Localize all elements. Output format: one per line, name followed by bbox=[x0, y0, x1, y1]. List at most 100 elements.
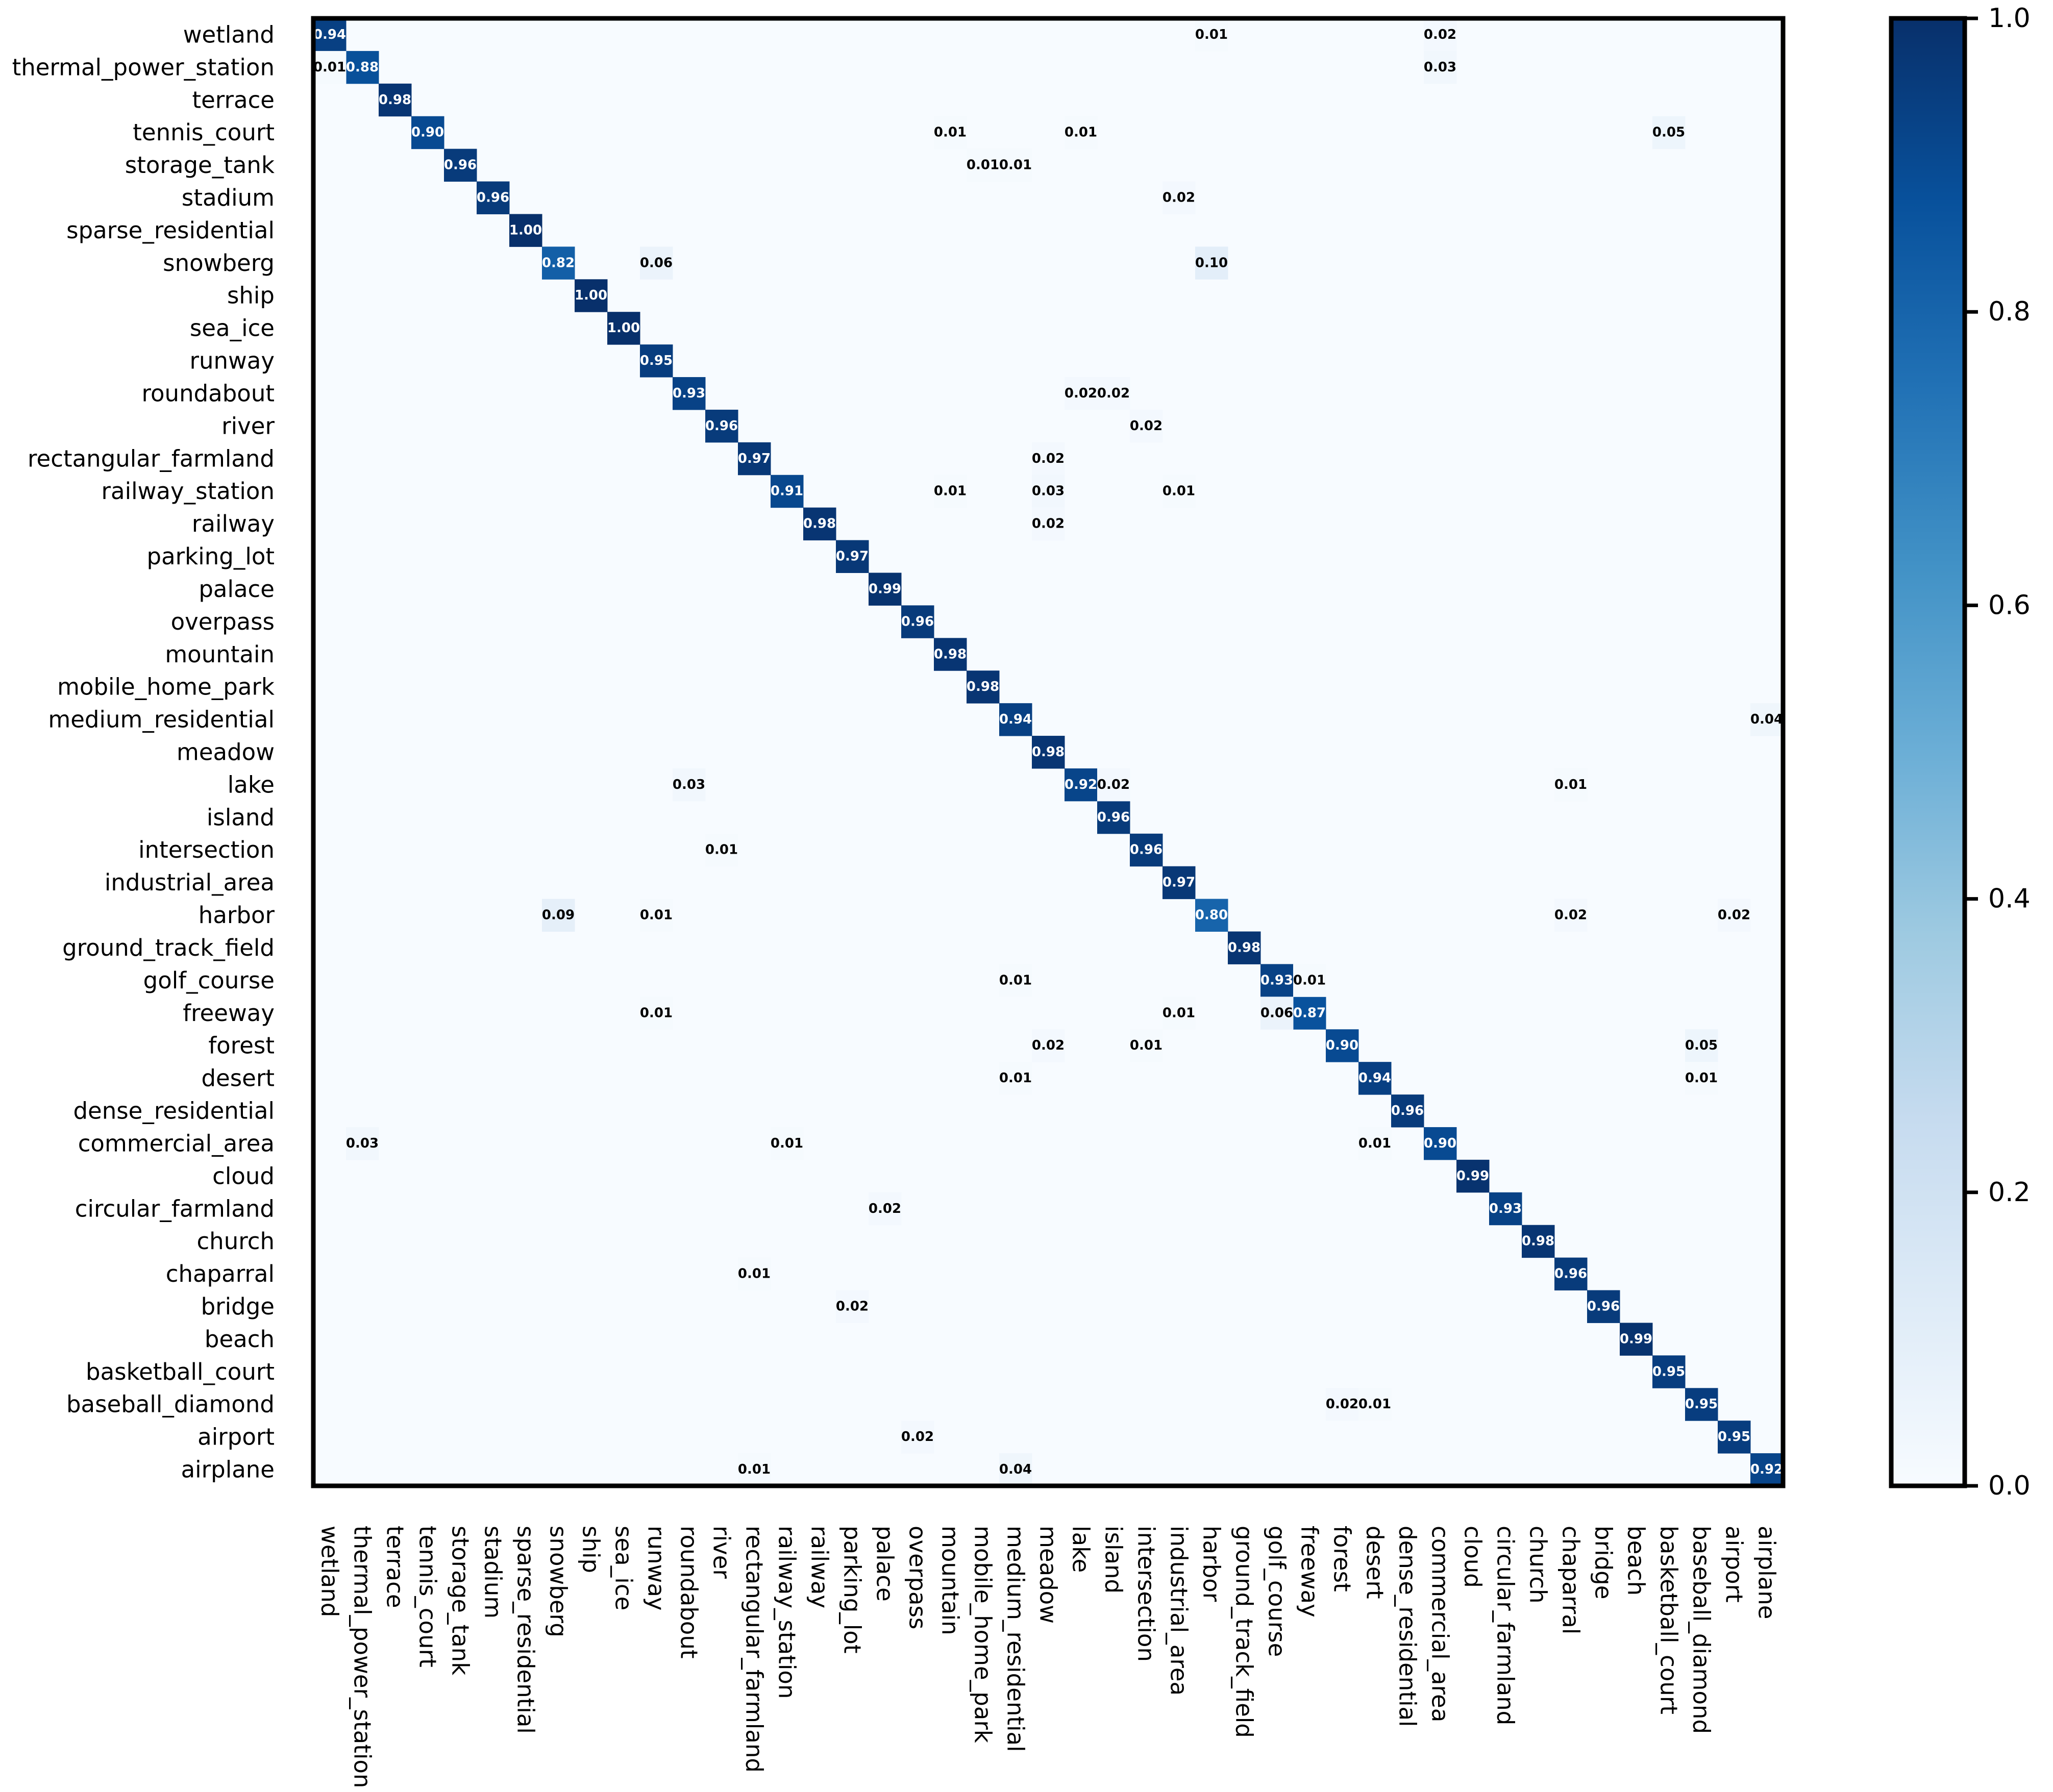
off-diagonal-cell-23-24 bbox=[1097, 768, 1130, 802]
off-diagonal-cell-0-27 bbox=[1195, 18, 1228, 52]
row-label-terrace: terrace bbox=[192, 86, 275, 113]
diagonal-cell-36-36 bbox=[1489, 1192, 1522, 1226]
diagonal-cell-23-23 bbox=[1065, 768, 1098, 802]
diagonal-value-label-16-16: 0.97 bbox=[836, 549, 869, 564]
col-label-industrial_area: industrial_area bbox=[1166, 1526, 1193, 1696]
diagonal-cell-28-28 bbox=[1228, 931, 1261, 964]
diagonal-cell-40-40 bbox=[1620, 1323, 1653, 1356]
off-diagonal-cell-1-34 bbox=[1424, 51, 1457, 84]
off-diagonal-cell-3-41 bbox=[1652, 116, 1686, 150]
diagonal-cell-38-38 bbox=[1554, 1257, 1588, 1291]
diagonal-value-label-35-35: 0.99 bbox=[1456, 1168, 1489, 1184]
off-diagonal-cell-44-13 bbox=[738, 1453, 771, 1486]
diagonal-value-label-12-12: 0.96 bbox=[705, 418, 738, 434]
off-diagonal-value-label-0-27: 0.01 bbox=[1195, 27, 1228, 42]
col-label-airport: airport bbox=[1721, 1526, 1748, 1603]
col-label-beach: beach bbox=[1623, 1526, 1650, 1596]
col-label-meadow: meadow bbox=[1035, 1526, 1062, 1624]
diagonal-value-label-8-8: 1.00 bbox=[575, 288, 607, 303]
row-label-storage_tank: storage_tank bbox=[125, 152, 275, 179]
off-diagonal-value-label-44-13: 0.01 bbox=[738, 1462, 771, 1477]
col-label-sparse_residential: sparse_residential bbox=[512, 1526, 539, 1734]
row-label-sea_ice: sea_ice bbox=[190, 315, 275, 342]
col-label-mountain: mountain bbox=[937, 1526, 964, 1635]
row-label-airport: airport bbox=[197, 1424, 275, 1451]
row-label-medium_residential: medium_residential bbox=[48, 706, 275, 733]
diagonal-cell-33-33 bbox=[1391, 1094, 1424, 1128]
diagonal-value-label-20-20: 0.98 bbox=[967, 679, 999, 694]
off-diagonal-cell-39-16 bbox=[836, 1290, 869, 1323]
diagonal-value-label-28-28: 0.98 bbox=[1228, 940, 1260, 955]
col-label-railway: railway bbox=[806, 1526, 833, 1608]
diagonal-cell-39-39 bbox=[1587, 1290, 1620, 1323]
off-diagonal-value-label-7-27: 0.10 bbox=[1195, 255, 1228, 270]
col-label-circular_farmland: circular_farmland bbox=[1492, 1526, 1519, 1725]
diagonal-value-label-34-34: 0.90 bbox=[1424, 1136, 1456, 1151]
off-diagonal-value-label-29-21: 0.01 bbox=[999, 973, 1032, 988]
row-label-bridge: bridge bbox=[201, 1293, 275, 1320]
off-diagonal-value-label-14-26: 0.01 bbox=[1162, 484, 1195, 499]
diagonal-value-label-44-44: 0.92 bbox=[1750, 1462, 1783, 1477]
diagonal-cell-31-31 bbox=[1326, 1029, 1359, 1062]
col-label-mobile_home_park: mobile_home_park bbox=[970, 1526, 997, 1743]
off-diagonal-value-label-23-24: 0.02 bbox=[1097, 777, 1130, 792]
off-diagonal-cell-0-34 bbox=[1424, 18, 1457, 52]
row-label-roundabout: roundabout bbox=[142, 380, 275, 407]
diagonal-cell-34-34 bbox=[1424, 1127, 1457, 1160]
row-label-meadow: meadow bbox=[177, 739, 275, 766]
diagonal-value-label-33-33: 0.96 bbox=[1391, 1103, 1424, 1118]
off-diagonal-cell-3-19 bbox=[934, 116, 967, 150]
col-label-river: river bbox=[708, 1526, 735, 1579]
diagonal-cell-32-32 bbox=[1358, 1062, 1392, 1095]
heatmap-cells bbox=[313, 18, 1784, 1486]
off-diagonal-value-label-11-23: 0.02 bbox=[1065, 386, 1097, 401]
diagonal-value-label-3-3: 0.90 bbox=[411, 125, 444, 140]
off-diagonal-value-label-7-10: 0.06 bbox=[640, 255, 673, 270]
off-diagonal-value-label-21-44: 0.04 bbox=[1750, 712, 1783, 727]
row-label-dense_residential: dense_residential bbox=[73, 1098, 275, 1125]
col-label-freeway: freeway bbox=[1296, 1526, 1323, 1617]
off-diagonal-cell-31-25 bbox=[1130, 1029, 1163, 1062]
off-diagonal-cell-23-11 bbox=[673, 768, 706, 802]
off-diagonal-cell-7-27 bbox=[1195, 246, 1228, 280]
off-diagonal-value-label-34-32: 0.01 bbox=[1358, 1136, 1391, 1151]
off-diagonal-value-label-34-1: 0.03 bbox=[346, 1136, 379, 1151]
diagonal-value-label-25-25: 0.96 bbox=[1130, 842, 1162, 858]
off-diagonal-cell-44-21 bbox=[999, 1453, 1032, 1486]
row-label-baseball_diamond: baseball_diamond bbox=[66, 1391, 275, 1418]
off-diagonal-value-label-25-12: 0.01 bbox=[705, 842, 738, 858]
diagonal-value-label-37-37: 0.98 bbox=[1522, 1234, 1554, 1249]
off-diagonal-value-label-29-30: 0.01 bbox=[1293, 973, 1326, 988]
row-label-commercial_area: commercial_area bbox=[78, 1130, 275, 1157]
diagonal-value-label-10-10: 0.95 bbox=[640, 353, 673, 368]
off-diagonal-value-label-3-23: 0.01 bbox=[1065, 125, 1097, 140]
diagonal-cell-13-13 bbox=[738, 442, 771, 476]
off-diagonal-cell-31-42 bbox=[1685, 1029, 1718, 1062]
off-diagonal-value-label-1-34: 0.03 bbox=[1424, 60, 1456, 75]
off-diagonal-value-label-15-22: 0.02 bbox=[1032, 516, 1065, 532]
diagonal-cell-17-17 bbox=[869, 573, 902, 606]
diagonal-cell-2-2 bbox=[379, 83, 412, 117]
diagonal-cell-26-26 bbox=[1162, 866, 1196, 900]
x-axis-tick-labels: wetland thermal_power_station terrace tenni… bbox=[316, 1526, 1780, 1788]
off-diagonal-value-label-13-22: 0.02 bbox=[1032, 451, 1065, 466]
diagonal-value-label-11-11: 0.93 bbox=[673, 386, 705, 401]
off-diagonal-cell-11-23 bbox=[1065, 377, 1098, 410]
row-label-railway_station: railway_station bbox=[102, 478, 275, 505]
off-diagonal-cell-21-44 bbox=[1750, 703, 1784, 736]
off-diagonal-value-label-30-29: 0.06 bbox=[1260, 1005, 1293, 1021]
off-diagonal-cell-5-26 bbox=[1162, 181, 1196, 214]
off-diagonal-value-label-0-34: 0.02 bbox=[1424, 27, 1456, 42]
row-label-snowberg: snowberg bbox=[163, 250, 275, 277]
col-label-storage_tank: storage_tank bbox=[447, 1526, 474, 1675]
diagonal-value-label-7-7: 0.82 bbox=[542, 255, 575, 270]
diagonal-cell-7-7 bbox=[542, 246, 575, 280]
off-diagonal-cell-25-12 bbox=[705, 833, 738, 867]
off-diagonal-cell-36-17 bbox=[869, 1192, 902, 1226]
row-label-palace: palace bbox=[199, 576, 275, 603]
off-diagonal-value-label-27-38: 0.02 bbox=[1554, 908, 1587, 923]
diagonal-cell-41-41 bbox=[1652, 1355, 1686, 1388]
row-label-thermal_power_station: thermal_power_station bbox=[12, 54, 275, 81]
diagonal-cell-25-25 bbox=[1130, 833, 1163, 867]
